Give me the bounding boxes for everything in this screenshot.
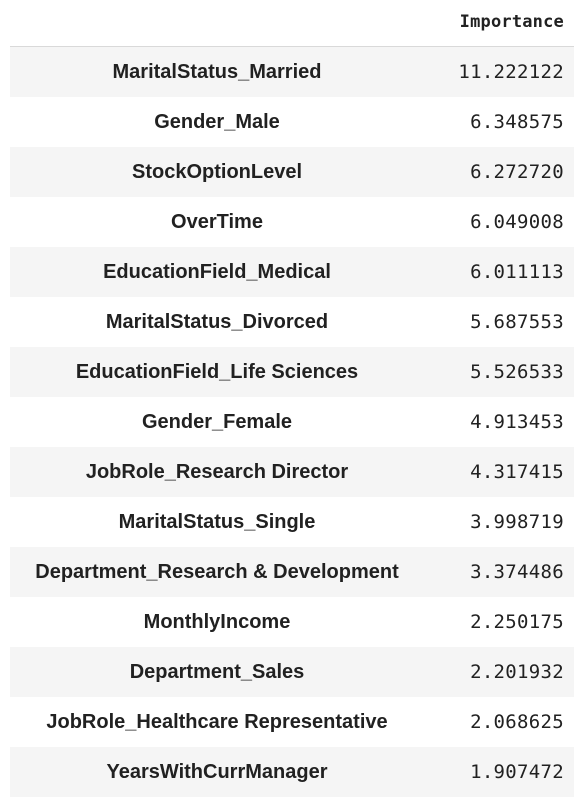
importance-column-header: Importance — [459, 12, 564, 32]
table-row: Gender_Female 4.913453 — [10, 397, 574, 447]
importance-value: 11.222122 — [458, 61, 564, 83]
row-label: MaritalStatus_Divorced — [105, 310, 329, 333]
row-label: MonthlyIncome — [143, 610, 291, 633]
table-row: MaritalStatus_Single 3.998719 — [10, 497, 574, 547]
table-row: EducationField_Medical 6.011113 — [10, 247, 574, 297]
table-row: MaritalStatus_Divorced 5.687553 — [10, 297, 574, 347]
row-label: MaritalStatus_Married — [112, 60, 322, 83]
table-row: MonthlyIncome 2.250175 — [10, 597, 574, 647]
importance-value: 2.201932 — [470, 661, 564, 683]
row-label: Department_Research & Development — [35, 560, 399, 583]
table-row: OverTime 6.049008 — [10, 197, 574, 247]
table-row: Gender_Male 6.348575 — [10, 97, 574, 147]
table-header: Importance — [10, 0, 574, 47]
row-label: OverTime — [171, 210, 263, 233]
row-label: Gender_Male — [154, 110, 280, 133]
row-label: StockOptionLevel — [131, 160, 303, 183]
row-label: YearsWithCurrManager — [106, 760, 328, 783]
importance-table: Importance MaritalStatus_Married 11.22212… — [10, 0, 574, 797]
table-row: JobRole_Research Director 4.317415 — [10, 447, 574, 497]
importance-value: 1.907472 — [470, 761, 564, 783]
importance-value: 4.913453 — [470, 411, 564, 433]
importance-value: 6.348575 — [470, 111, 564, 133]
row-label: EducationField_Medical — [103, 260, 331, 283]
row-label: JobRole_Research Director — [85, 460, 349, 483]
importance-value: 3.998719 — [470, 511, 564, 533]
importance-value: 5.526533 — [470, 361, 564, 383]
row-label: MaritalStatus_Single — [118, 510, 316, 533]
table-row: JobRole_Healthcare Representative 2.06862… — [10, 697, 574, 747]
importance-value: 4.317415 — [470, 461, 564, 483]
importance-value: 6.011113 — [470, 261, 564, 283]
importance-value: 5.687553 — [470, 311, 564, 333]
row-label: Department_Sales — [129, 660, 305, 683]
importance-value: 6.049008 — [470, 211, 564, 233]
table-row: Department_Research & Development 3.37448… — [10, 547, 574, 597]
table-body: MaritalStatus_Married 11.222122 Gender_Mal… — [10, 47, 574, 797]
table-row: StockOptionLevel 6.272720 — [10, 147, 574, 197]
row-label: JobRole_Healthcare Representative — [46, 710, 388, 733]
table-row: YearsWithCurrManager 1.907472 — [10, 747, 574, 797]
importance-value: 2.250175 — [470, 611, 564, 633]
table-row: MaritalStatus_Married 11.222122 — [10, 47, 574, 97]
table-row: EducationField_Life Sciences 5.526533 — [10, 347, 574, 397]
importance-value: 2.068625 — [470, 711, 564, 733]
row-label: EducationField_Life Sciences — [75, 360, 359, 383]
table-row: Department_Sales 2.201932 — [10, 647, 574, 697]
row-label: Gender_Female — [141, 410, 293, 433]
importance-value: 3.374486 — [470, 561, 564, 583]
importance-value: 6.272720 — [470, 161, 564, 183]
